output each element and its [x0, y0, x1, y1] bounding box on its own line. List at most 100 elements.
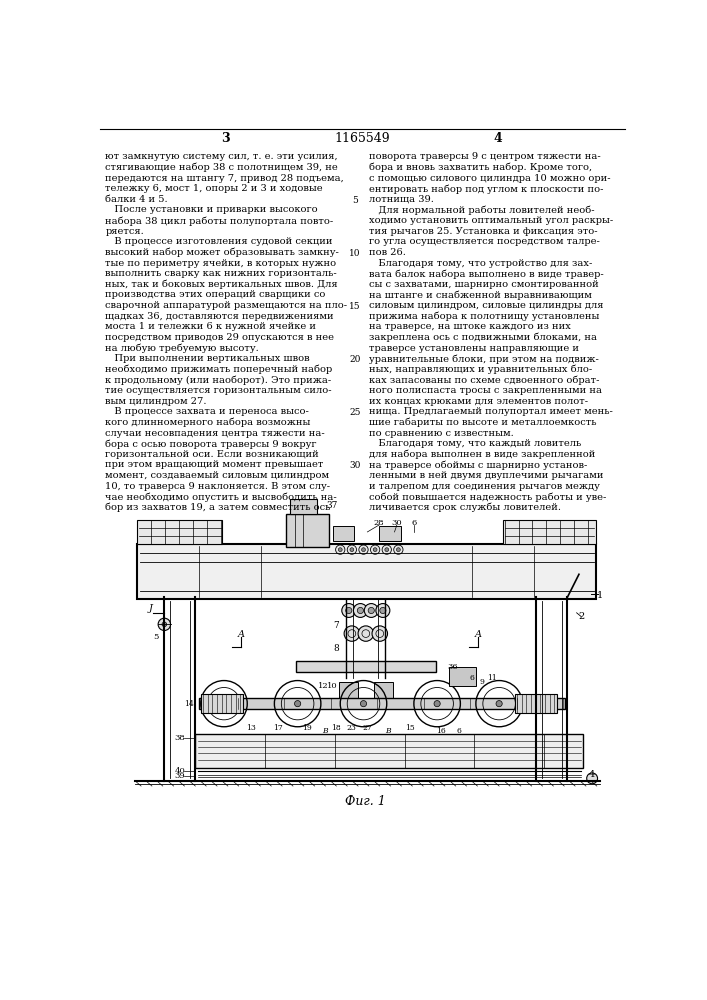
Text: Благодаря тому, что устройство для зах-: Благодаря тому, что устройство для зах- [369, 259, 592, 268]
Circle shape [496, 701, 502, 707]
Bar [201, 694, 243, 713]
Circle shape [347, 545, 356, 554]
Text: пов 26.: пов 26. [369, 248, 406, 257]
Circle shape [368, 607, 374, 614]
Bar [290, 499, 317, 514]
Text: В процессе захвата и переноса высо-: В процессе захвата и переноса высо- [105, 407, 309, 416]
Text: 25: 25 [349, 408, 361, 417]
Text: 10: 10 [349, 249, 361, 258]
Text: ных, так и боковых вертикальных швов. Для: ных, так и боковых вертикальных швов. Дл… [105, 280, 338, 289]
Circle shape [380, 607, 386, 614]
Bar [503, 520, 596, 544]
Circle shape [361, 701, 367, 707]
Text: В процессе изготовления судовой секции: В процессе изготовления судовой секции [105, 237, 333, 246]
Text: посредством приводов 29 опускаются в нее: посредством приводов 29 опускаются в нее [105, 333, 334, 342]
Circle shape [350, 548, 354, 552]
Text: сы с захватами, шарнирно смонтированной: сы с захватами, шарнирно смонтированной [369, 280, 599, 289]
Circle shape [587, 773, 597, 784]
Text: вым цилиндром 27.: вым цилиндром 27. [105, 397, 207, 406]
Circle shape [394, 545, 403, 554]
Text: бор из захватов 19, а затем совместить ось: бор из захватов 19, а затем совместить о… [105, 503, 331, 512]
Text: нища. Предлагаемый полупортал имеет мень-: нища. Предлагаемый полупортал имеет мень… [369, 407, 613, 416]
Bar [199, 698, 565, 709]
Circle shape [385, 548, 389, 552]
Text: 10, то траверса 9 наклоняется. В этом слу-: 10, то траверса 9 наклоняется. В этом сл… [105, 482, 331, 491]
Text: тые по периметру ячейки, в которых нужно: тые по периметру ячейки, в которых нужно [105, 259, 337, 268]
Text: B: B [385, 727, 391, 735]
Text: J: J [148, 604, 152, 613]
Text: Благодаря тому, что каждый ловитель: Благодаря тому, что каждый ловитель [369, 439, 581, 448]
Text: 12: 12 [318, 682, 329, 690]
Text: для набора выполнен в виде закрепленной: для набора выполнен в виде закрепленной [369, 450, 595, 459]
Text: прижима набора к полотнищу установлены: прижима набора к полотнищу установлены [369, 312, 600, 321]
Text: 6: 6 [469, 674, 474, 682]
Text: 37: 37 [327, 500, 338, 510]
Bar [137, 520, 223, 544]
Text: 8: 8 [334, 644, 339, 653]
Text: 6: 6 [457, 727, 461, 735]
Text: лотнища 39.: лотнища 39. [369, 195, 434, 204]
Text: тия рычагов 25. Установка и фиксация это-: тия рычагов 25. Установка и фиксация это… [369, 227, 597, 236]
Bar [449, 667, 476, 686]
Text: силовым цилиндром, силовые цилиндры для: силовым цилиндром, силовые цилиндры для [369, 301, 604, 310]
Text: 20: 20 [349, 355, 361, 364]
Bar [339, 682, 358, 699]
Circle shape [344, 626, 360, 641]
Circle shape [361, 548, 366, 552]
Text: 5: 5 [352, 196, 358, 205]
Bar [286, 514, 329, 547]
Text: 15: 15 [405, 724, 415, 732]
Text: 14: 14 [185, 700, 194, 708]
Bar [137, 544, 596, 599]
Bar [373, 682, 393, 699]
Circle shape [158, 618, 170, 631]
Text: го угла осуществляется посредством талре-: го угла осуществляется посредством талре… [369, 237, 600, 246]
Circle shape [359, 545, 368, 554]
Text: необходимо прижимать поперечный набор: необходимо прижимать поперечный набор [105, 365, 333, 374]
Text: к продольному (или наоборот). Это прижа-: к продольному (или наоборот). Это прижа- [105, 375, 332, 385]
Text: 13: 13 [246, 724, 256, 732]
Text: выполнить сварку как нижних горизонталь-: выполнить сварку как нижних горизонталь- [105, 269, 337, 278]
Text: сварочной аппаратурой размещаются на пло-: сварочной аппаратурой размещаются на пло… [105, 301, 348, 310]
Text: ют замкнутую систему сил, т. е. эти усилия,: ют замкнутую систему сил, т. е. эти усил… [105, 152, 338, 161]
Text: После установки и приварки высокого: После установки и приварки высокого [105, 205, 318, 214]
Text: набора 38 цикл работы полупортала повто-: набора 38 цикл работы полупортала повто- [105, 216, 334, 226]
Text: 19: 19 [302, 724, 312, 732]
Text: При выполнении вертикальных швов: При выполнении вертикальных швов [105, 354, 310, 363]
Text: кого длинномерного набора возможны: кого длинномерного набора возможны [105, 418, 311, 427]
Text: высокий набор может образовывать замкну-: высокий набор может образовывать замкну- [105, 248, 339, 257]
Text: стягивающие набор 38 с полотнищем 39, не: стягивающие набор 38 с полотнищем 39, не [105, 163, 338, 172]
Circle shape [372, 626, 387, 641]
Text: закреплена ось с подвижными блоками, на: закреплена ось с подвижными блоками, на [369, 333, 597, 342]
Text: 1: 1 [597, 591, 603, 600]
Text: 1165549: 1165549 [334, 132, 390, 145]
Text: ках запасованы по схеме сдвоенного обрат-: ках запасованы по схеме сдвоенного обрат… [369, 375, 600, 385]
Bar [379, 526, 401, 541]
Text: 3: 3 [221, 132, 230, 145]
Text: поворота траверсы 9 с центром тяжести на-: поворота траверсы 9 с центром тяжести на… [369, 152, 601, 161]
Text: 2: 2 [578, 612, 585, 621]
Text: с помощью силового цилиндра 10 можно ори-: с помощью силового цилиндра 10 можно ори… [369, 174, 611, 183]
Text: ентировать набор под углом к плоскости по-: ентировать набор под углом к плоскости п… [369, 184, 604, 194]
Text: 18: 18 [332, 724, 341, 732]
Text: вата балок набора выполнено в виде травер-: вата балок набора выполнено в виде траве… [369, 269, 604, 279]
Text: A: A [474, 630, 481, 639]
Text: на траверсе, на штоке каждого из них: на траверсе, на штоке каждого из них [369, 322, 571, 331]
Circle shape [397, 548, 400, 552]
Text: ных, направляющих и уравнительных бло-: ных, направляющих и уравнительных бло- [369, 365, 592, 374]
Circle shape [434, 701, 440, 707]
Text: 30: 30 [392, 519, 402, 527]
Text: ходимо установить оптимальный угол раскры-: ходимо установить оптимальный угол раскр… [369, 216, 613, 225]
Text: 10: 10 [327, 682, 338, 690]
Circle shape [376, 604, 390, 617]
Text: 7: 7 [334, 621, 339, 630]
Circle shape [221, 701, 227, 707]
Text: случаи несовпадения центра тяжести на-: случаи несовпадения центра тяжести на- [105, 429, 325, 438]
Text: Для нормальной работы ловителей необ-: Для нормальной работы ловителей необ- [369, 205, 595, 215]
Text: 27: 27 [363, 724, 373, 732]
Circle shape [370, 545, 380, 554]
Text: при этом вращающий момент превышает: при этом вращающий момент превышает [105, 460, 324, 469]
Text: ряется.: ряется. [105, 227, 144, 236]
Text: 11: 11 [487, 674, 497, 682]
Text: тележку 6, мост 1, опоры 2 и 3 и ходовые: тележку 6, мост 1, опоры 2 и 3 и ходовые [105, 184, 323, 193]
